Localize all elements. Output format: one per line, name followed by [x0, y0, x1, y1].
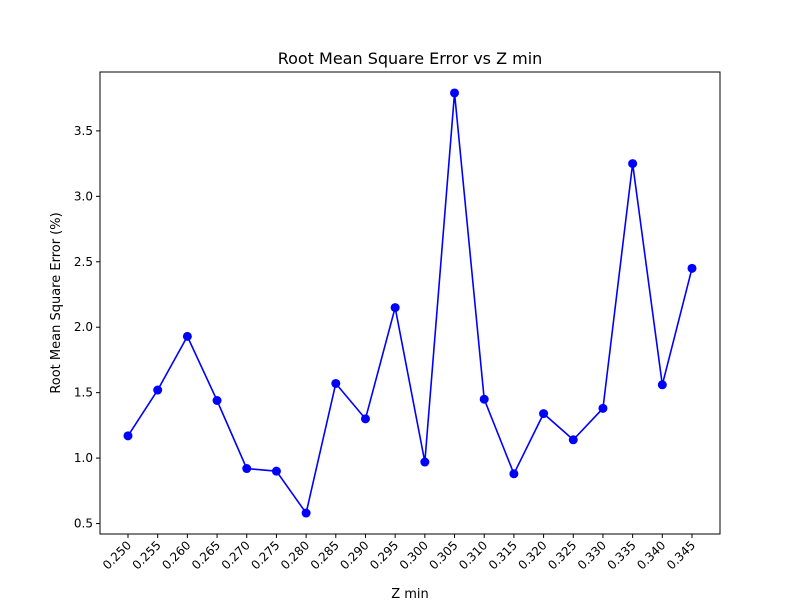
- x-tick-label: 0.310: [456, 538, 490, 572]
- data-point: [391, 303, 400, 312]
- x-tick-label: 0.345: [664, 538, 698, 572]
- x-tick-label: 0.325: [545, 538, 579, 572]
- data-point: [480, 395, 489, 404]
- data-point: [272, 467, 281, 476]
- y-tick-label: 3.5: [74, 124, 93, 138]
- x-tick-label: 0.265: [189, 538, 223, 572]
- data-point: [509, 469, 518, 478]
- plot-area: [100, 72, 720, 534]
- x-axis-label: Z min: [391, 587, 429, 600]
- data-point: [242, 464, 251, 473]
- y-axis-label: Root Mean Square Error (%): [49, 212, 64, 393]
- data-point: [420, 458, 429, 467]
- y-tick-label: 3.0: [74, 189, 93, 203]
- x-tick-label: 0.300: [397, 538, 431, 572]
- data-point: [153, 386, 162, 395]
- x-tick-label: 0.330: [575, 538, 609, 572]
- x-tick-label: 0.305: [426, 538, 460, 572]
- data-point: [183, 332, 192, 341]
- x-tick-label: 0.320: [516, 538, 550, 572]
- data-point: [628, 159, 637, 168]
- x-tick-label: 0.335: [605, 538, 639, 572]
- x-tick-label: 0.290: [337, 538, 371, 572]
- x-tick-label: 0.315: [486, 538, 520, 572]
- x-tick-label: 0.260: [159, 538, 193, 572]
- data-point: [450, 88, 459, 97]
- data-point: [331, 379, 340, 388]
- y-tick-label: 2.0: [74, 320, 93, 334]
- x-tick-label: 0.280: [278, 538, 312, 572]
- chart-title: Root Mean Square Error vs Z min: [278, 49, 543, 68]
- x-tick-label: 0.250: [100, 538, 134, 572]
- data-point: [124, 431, 133, 440]
- data-point: [302, 509, 311, 518]
- data-point: [569, 435, 578, 444]
- x-tick-label: 0.270: [219, 538, 253, 572]
- data-point: [213, 396, 222, 405]
- data-point: [688, 264, 697, 273]
- y-axis: 0.5 1.0 1.5 2.0 2.5 3.0 3.5: [74, 124, 100, 531]
- y-tick-label: 1.5: [74, 386, 93, 400]
- data-point: [658, 380, 667, 389]
- x-tick-label: 0.340: [634, 538, 668, 572]
- data-point: [598, 404, 607, 413]
- y-tick-label: 0.5: [74, 517, 93, 531]
- x-axis: 0.2500.2550.2600.2650.2700.2750.2800.285…: [100, 534, 698, 572]
- x-tick-label: 0.275: [248, 538, 282, 572]
- x-tick-label: 0.295: [367, 538, 401, 572]
- x-tick-label: 0.255: [130, 538, 164, 572]
- x-tick-label: 0.285: [308, 538, 342, 572]
- y-tick-label: 1.0: [74, 451, 93, 465]
- data-point: [539, 409, 548, 418]
- data-point: [361, 414, 370, 423]
- y-tick-label: 2.5: [74, 255, 93, 269]
